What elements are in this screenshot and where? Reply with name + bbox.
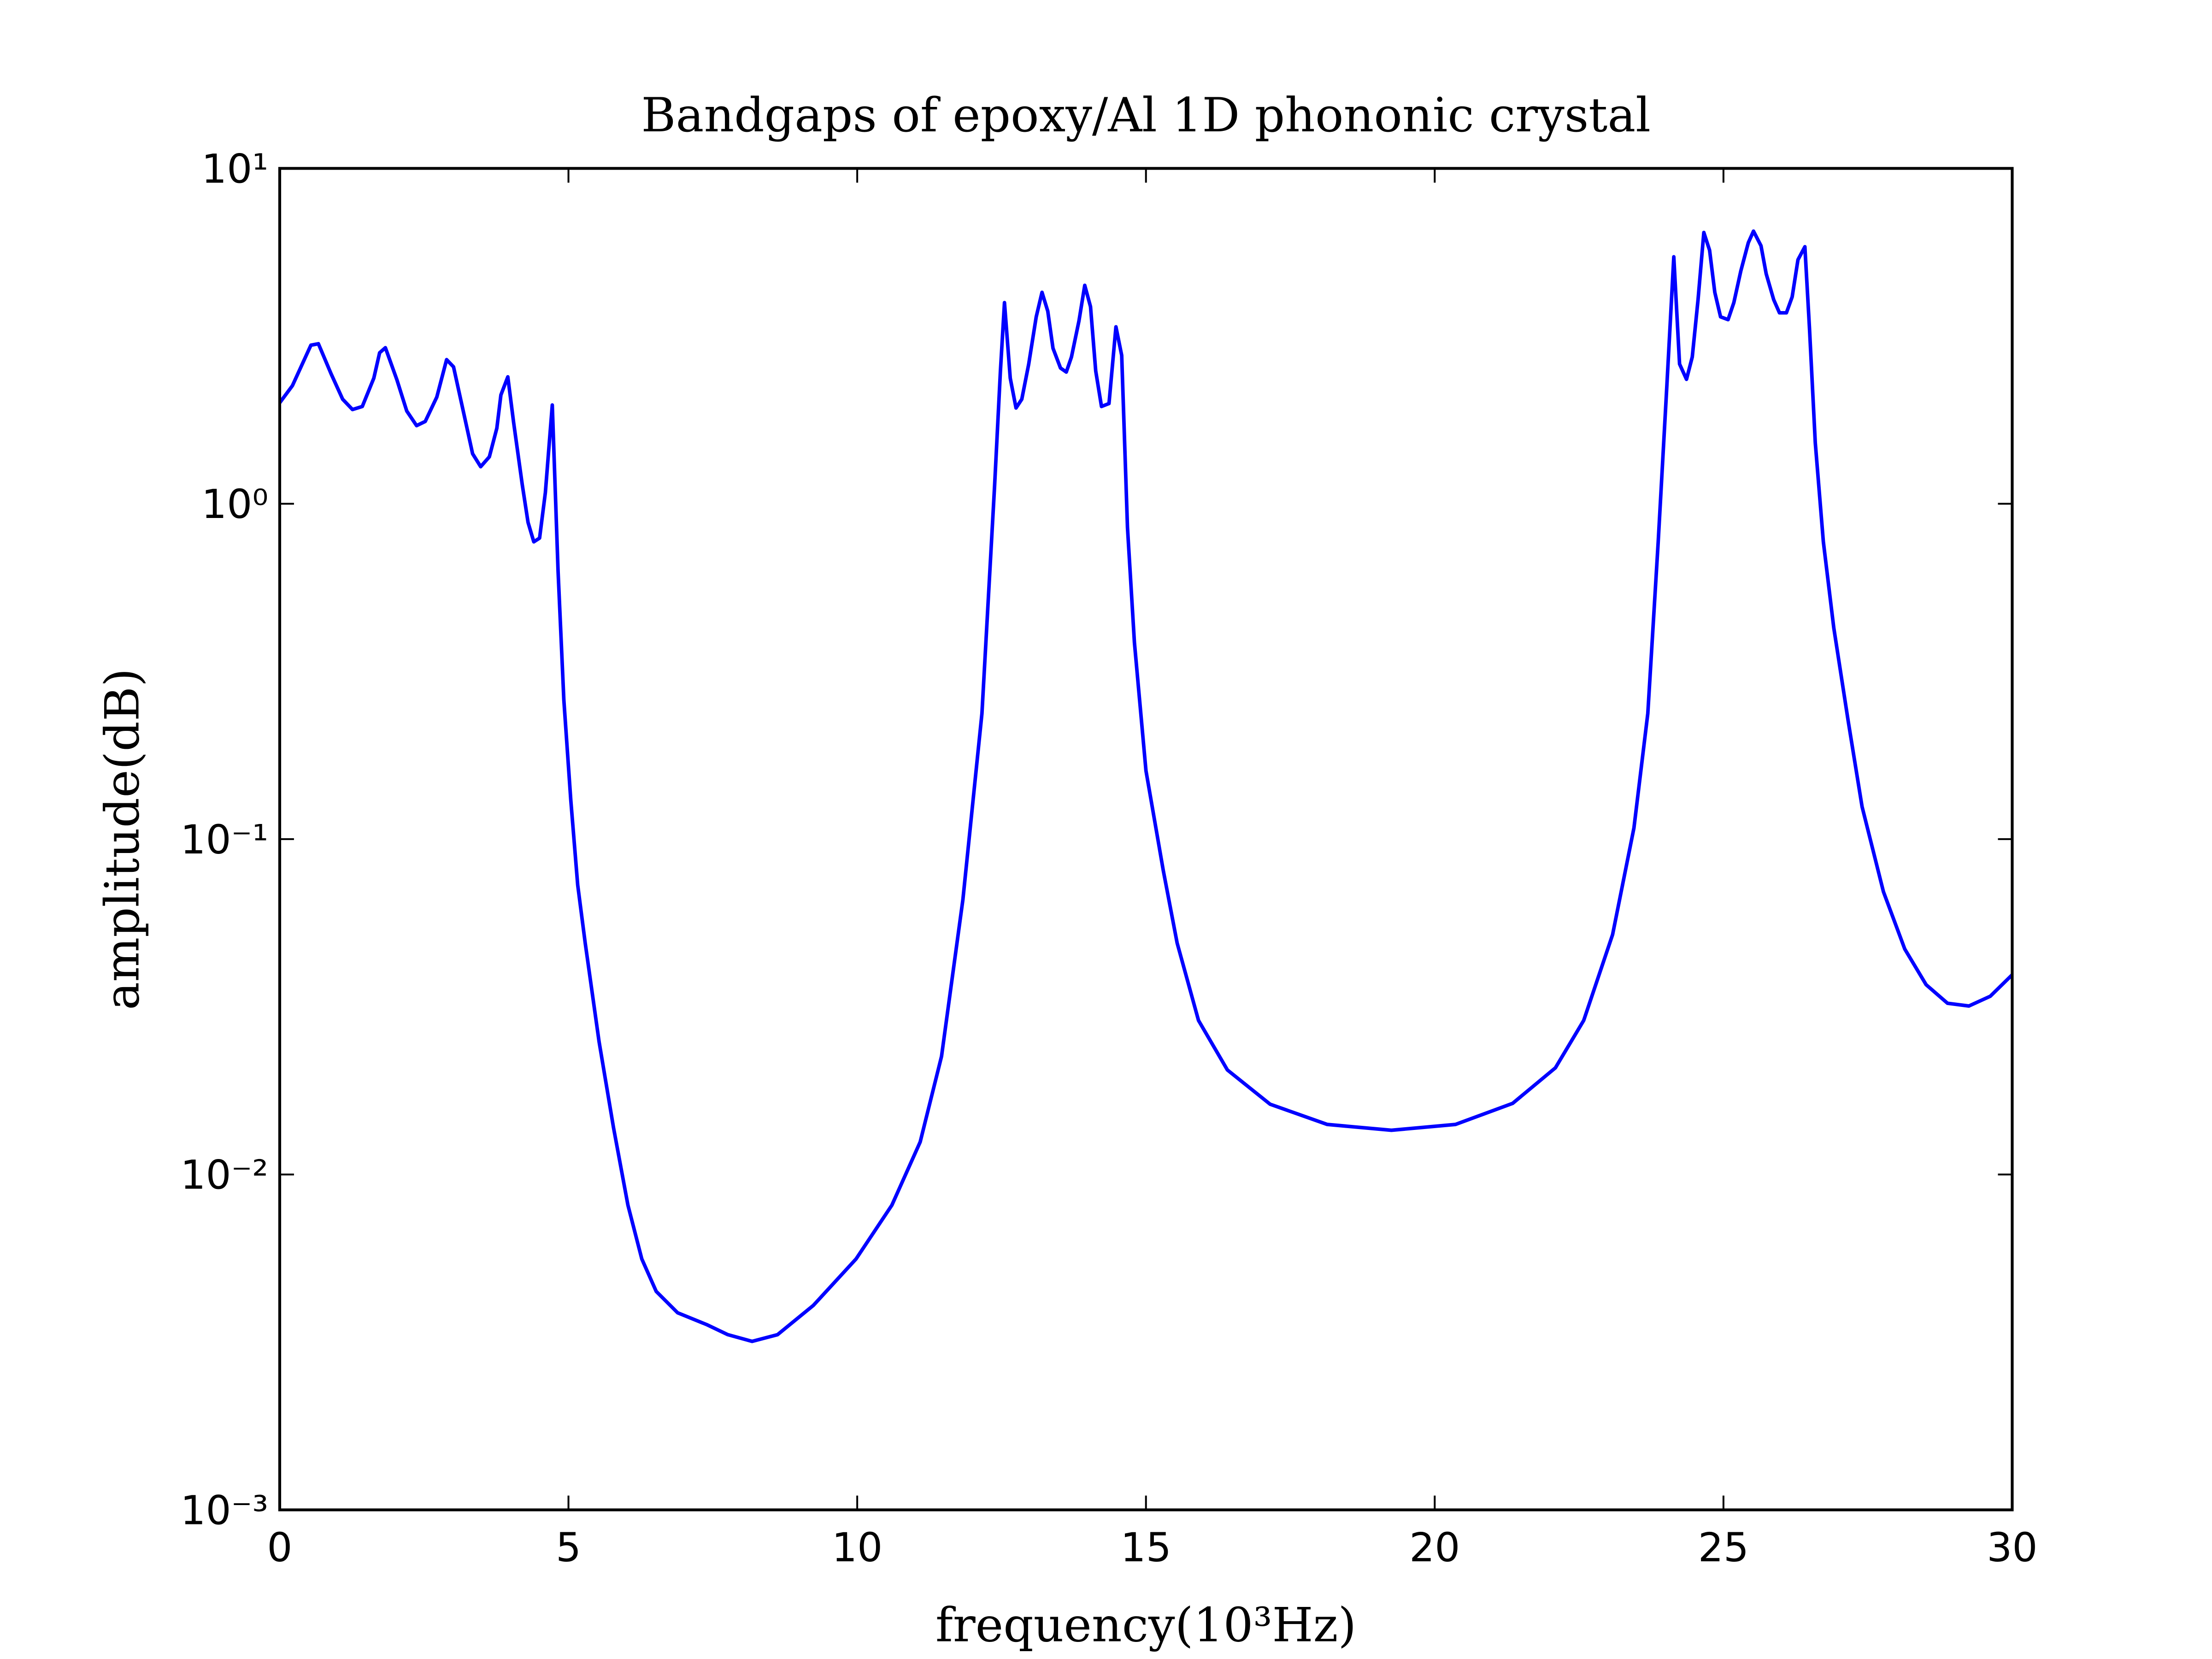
x-tick-label: 5: [556, 1525, 581, 1571]
x-tick-label: 25: [1698, 1525, 1749, 1571]
y-tick-label: 10⁻³: [180, 1488, 268, 1534]
x-axis-label: frequency(10³Hz): [935, 1598, 1356, 1653]
y-axis-label: amplitude(dB): [95, 668, 150, 1010]
x-tick-label: 20: [1409, 1525, 1460, 1571]
y-tick-label: 10¹: [201, 146, 268, 192]
plot-frame: [278, 167, 2014, 1512]
data-line: [278, 229, 2014, 1343]
chart-title: Bandgaps of epoxy/Al 1D phononic crystal: [641, 88, 1651, 143]
y-tick-label: 10⁻¹: [180, 817, 268, 863]
x-tick-label: 15: [1121, 1525, 1171, 1571]
x-tick-label: 10: [832, 1525, 882, 1571]
x-tick-label: 0: [267, 1525, 292, 1571]
y-tick-label: 10⁻²: [180, 1153, 268, 1199]
x-tick-label: 30: [1987, 1525, 2037, 1571]
y-tick-label: 10⁰: [201, 482, 268, 528]
